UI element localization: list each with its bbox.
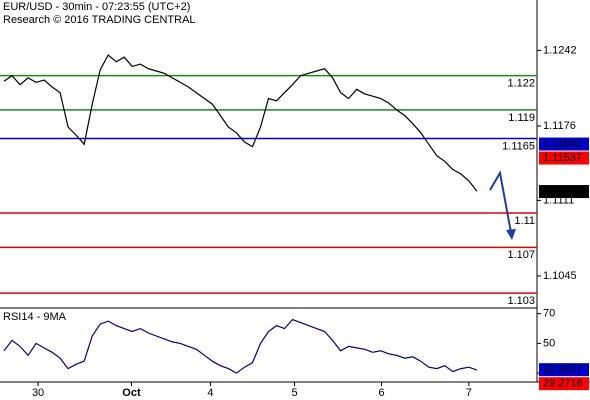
- price-marker-label: 1.11537: [543, 152, 582, 164]
- price-marker: [539, 377, 589, 391]
- price-marker-label: 1.11187: [543, 185, 581, 197]
- x-tick-label: 4: [207, 387, 213, 399]
- price-line: [3, 54, 478, 192]
- chart-subtitle: Research © 2016 TRADING CENTRAL: [3, 14, 196, 26]
- level-label: 1.122: [507, 77, 535, 89]
- x-tick-label: 5: [291, 387, 297, 399]
- rsi-title: RSI14 - 9MA: [3, 311, 67, 323]
- level-label: 1.107: [507, 249, 535, 261]
- price-marker: [539, 151, 589, 165]
- y-tick-label: 1.1176: [543, 120, 576, 132]
- x-tick-label: 7: [466, 387, 472, 399]
- arrow-head: [506, 229, 516, 240]
- price-marker-label: 32.3027: [543, 364, 583, 376]
- price-marker-label: 29.2716: [543, 378, 583, 390]
- x-tick-label: Oct: [122, 387, 141, 399]
- forecast-arrow: [489, 170, 513, 239]
- x-tick-label: 6: [378, 387, 384, 399]
- price-marker-label: 1.11602: [543, 138, 582, 150]
- price-line: [3, 318, 478, 374]
- y-tick-label: 70: [543, 308, 555, 320]
- price-marker: [539, 137, 589, 151]
- level-label: 1.11: [514, 215, 535, 227]
- y-tick-label: 1.1045: [543, 270, 577, 282]
- y-tick-label: 1.1242: [543, 44, 577, 56]
- y-tick-label: 50: [543, 337, 555, 349]
- x-tick-label: 30: [32, 387, 44, 399]
- level-label: 1.103: [507, 295, 535, 307]
- chart-title: EUR/USD - 30min - 07:23:55 (UTC+2): [3, 1, 190, 13]
- level-label: 1.1165: [502, 140, 535, 152]
- price-marker: [539, 363, 589, 377]
- level-label: 1.119: [508, 112, 535, 124]
- price-marker: [539, 185, 589, 199]
